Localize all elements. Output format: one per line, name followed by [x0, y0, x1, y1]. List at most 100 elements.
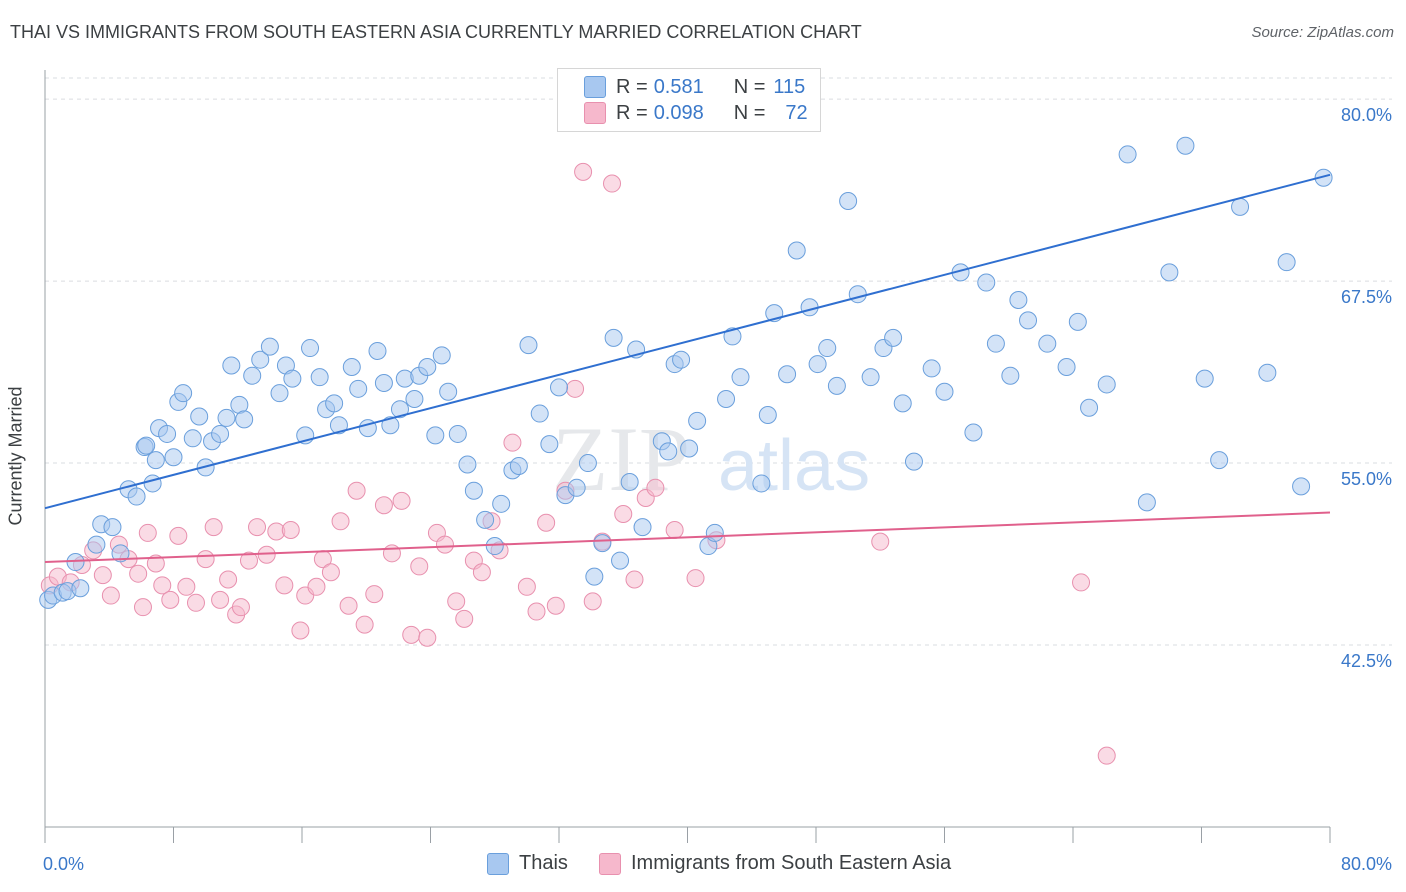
watermark-atlas: atlas	[718, 426, 870, 506]
point-immigrants	[211, 590, 230, 609]
point-immigrants	[138, 523, 157, 542]
point-immigrants	[248, 518, 267, 537]
point-immigrants	[517, 577, 536, 596]
point-immigrants	[665, 521, 684, 540]
legend-n-label: N =	[733, 101, 766, 124]
point-thais	[1160, 263, 1179, 282]
point-immigrants	[186, 593, 205, 612]
point-thais	[986, 334, 1005, 353]
point-immigrants	[566, 379, 585, 398]
point-thais	[604, 328, 623, 347]
point-thais	[381, 416, 400, 435]
trend-lines	[44, 173, 1331, 564]
point-immigrants	[374, 496, 393, 515]
point-thais	[977, 273, 996, 292]
point-thais	[1277, 253, 1296, 272]
point-immigrants	[392, 491, 411, 510]
legend-box: R = 0.581 N = 115 R = 0.098 N = 72	[557, 68, 821, 132]
point-thais	[211, 424, 230, 443]
point-thais	[530, 404, 549, 423]
source-label: Source: ZipAtlas.com	[1251, 24, 1394, 41]
legend-r-value: 0.581	[653, 75, 704, 98]
point-immigrants	[382, 544, 401, 563]
point-thais	[717, 390, 736, 409]
point-immigrants	[435, 535, 454, 554]
point-thais	[243, 366, 262, 385]
legend-n-label: N =	[733, 75, 766, 98]
point-immigrants	[686, 569, 705, 588]
point-thais	[111, 544, 130, 563]
y-tick-label: 55.0%	[1341, 469, 1392, 489]
point-thais	[1292, 477, 1311, 496]
point-thais	[349, 379, 368, 398]
y-tick-label: 80.0%	[1341, 105, 1392, 125]
point-immigrants	[472, 563, 491, 582]
point-thais	[848, 285, 867, 304]
chart-title: THAI VS IMMIGRANTS FROM SOUTH EASTERN AS…	[10, 22, 862, 42]
point-immigrants	[527, 602, 546, 621]
point-thais	[374, 373, 393, 392]
point-immigrants	[161, 590, 180, 609]
point-thais	[904, 452, 923, 471]
point-thais	[1210, 451, 1229, 470]
bottom-legend-thais: Thais	[487, 852, 568, 875]
point-thais	[217, 408, 236, 427]
point-thais	[731, 368, 750, 387]
point-thais	[426, 426, 445, 445]
point-immigrants	[281, 521, 300, 540]
point-thais	[778, 365, 797, 384]
point-thais	[1001, 366, 1020, 385]
point-thais	[485, 537, 504, 556]
point-thais	[620, 472, 639, 491]
point-thais	[723, 327, 742, 346]
point-thais	[593, 534, 612, 553]
point-immigrants	[583, 592, 602, 611]
legend-row-thais: R = 0.581 N = 115	[584, 74, 805, 100]
bottom-legend-immigrants: Immigrants from South Eastern Asia	[599, 852, 951, 875]
point-immigrants	[455, 609, 474, 628]
point-immigrants	[365, 585, 384, 604]
point-thais	[1080, 398, 1099, 417]
point-immigrants	[347, 481, 366, 500]
point-thais	[222, 356, 241, 375]
point-thais	[519, 336, 538, 355]
point-immigrants	[331, 512, 350, 531]
legend-swatch-immigrants	[584, 102, 606, 124]
point-thais	[705, 523, 724, 542]
legend-swatch-thais	[584, 76, 606, 98]
point-immigrants	[204, 518, 223, 537]
bottom-legend-label-thais: Thais	[519, 852, 568, 874]
point-thais	[688, 411, 707, 430]
point-thais	[827, 376, 846, 395]
point-thais	[1258, 363, 1277, 382]
point-thais	[540, 435, 559, 454]
point-thais	[325, 394, 344, 413]
point-thais	[439, 382, 458, 401]
tick-labels: 42.5% 55.0% 67.5% 80.0% 0.0% 80.0%	[43, 105, 1392, 874]
point-thais	[329, 416, 348, 435]
point-thais	[283, 369, 302, 388]
point-immigrants	[231, 598, 250, 617]
point-thais	[1231, 197, 1250, 216]
point-thais	[550, 378, 568, 397]
point-thais	[1097, 375, 1116, 394]
point-thais	[174, 384, 193, 403]
series-thais-points	[39, 136, 1333, 609]
point-thais	[251, 350, 270, 369]
legend-r-value: 0.098	[653, 101, 704, 124]
point-thais	[578, 454, 597, 473]
y-axis-label: Currently Married	[5, 386, 26, 526]
point-thais	[146, 451, 165, 470]
point-immigrants	[239, 551, 258, 570]
bottom-legend-swatch-immigrants	[599, 852, 621, 875]
point-thais	[127, 487, 146, 506]
point-thais	[585, 567, 604, 586]
point-thais	[1057, 357, 1076, 376]
point-thais	[137, 436, 156, 455]
point-immigrants	[291, 621, 310, 640]
point-thais	[1038, 334, 1057, 353]
y-tick-label: 42.5%	[1341, 651, 1392, 671]
point-thais	[758, 406, 777, 425]
point-thais	[1118, 145, 1137, 164]
